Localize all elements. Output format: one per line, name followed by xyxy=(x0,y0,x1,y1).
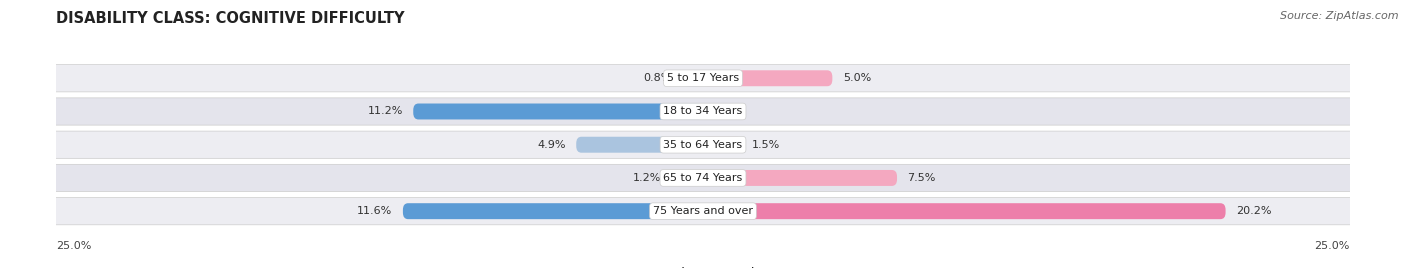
FancyBboxPatch shape xyxy=(404,203,703,219)
Text: 75 Years and over: 75 Years and over xyxy=(652,206,754,216)
Legend: Male, Female: Male, Female xyxy=(638,263,768,268)
Text: 35 to 64 Years: 35 to 64 Years xyxy=(664,140,742,150)
FancyBboxPatch shape xyxy=(703,137,742,153)
Text: 25.0%: 25.0% xyxy=(56,241,91,251)
Text: 25.0%: 25.0% xyxy=(1315,241,1350,251)
FancyBboxPatch shape xyxy=(672,170,703,186)
Text: 5 to 17 Years: 5 to 17 Years xyxy=(666,73,740,83)
Text: 1.2%: 1.2% xyxy=(633,173,662,183)
FancyBboxPatch shape xyxy=(44,98,1362,125)
Text: 20.2%: 20.2% xyxy=(1236,206,1271,216)
Text: 11.6%: 11.6% xyxy=(357,206,392,216)
FancyBboxPatch shape xyxy=(44,131,1362,158)
FancyBboxPatch shape xyxy=(44,164,1362,192)
Text: Source: ZipAtlas.com: Source: ZipAtlas.com xyxy=(1281,11,1399,21)
FancyBboxPatch shape xyxy=(703,203,1226,219)
FancyBboxPatch shape xyxy=(413,103,703,120)
Text: 5.0%: 5.0% xyxy=(842,73,870,83)
Text: DISABILITY CLASS: COGNITIVE DIFFICULTY: DISABILITY CLASS: COGNITIVE DIFFICULTY xyxy=(56,11,405,26)
Text: 18 to 34 Years: 18 to 34 Years xyxy=(664,106,742,117)
Text: 0.8%: 0.8% xyxy=(644,73,672,83)
FancyBboxPatch shape xyxy=(576,137,703,153)
Text: 7.5%: 7.5% xyxy=(907,173,936,183)
Text: 1.5%: 1.5% xyxy=(752,140,780,150)
FancyBboxPatch shape xyxy=(44,198,1362,225)
Text: 65 to 74 Years: 65 to 74 Years xyxy=(664,173,742,183)
FancyBboxPatch shape xyxy=(44,65,1362,92)
FancyBboxPatch shape xyxy=(682,70,703,86)
FancyBboxPatch shape xyxy=(703,70,832,86)
Text: 11.2%: 11.2% xyxy=(367,106,404,117)
Text: 0.0%: 0.0% xyxy=(713,106,741,117)
FancyBboxPatch shape xyxy=(703,170,897,186)
Text: 4.9%: 4.9% xyxy=(537,140,565,150)
